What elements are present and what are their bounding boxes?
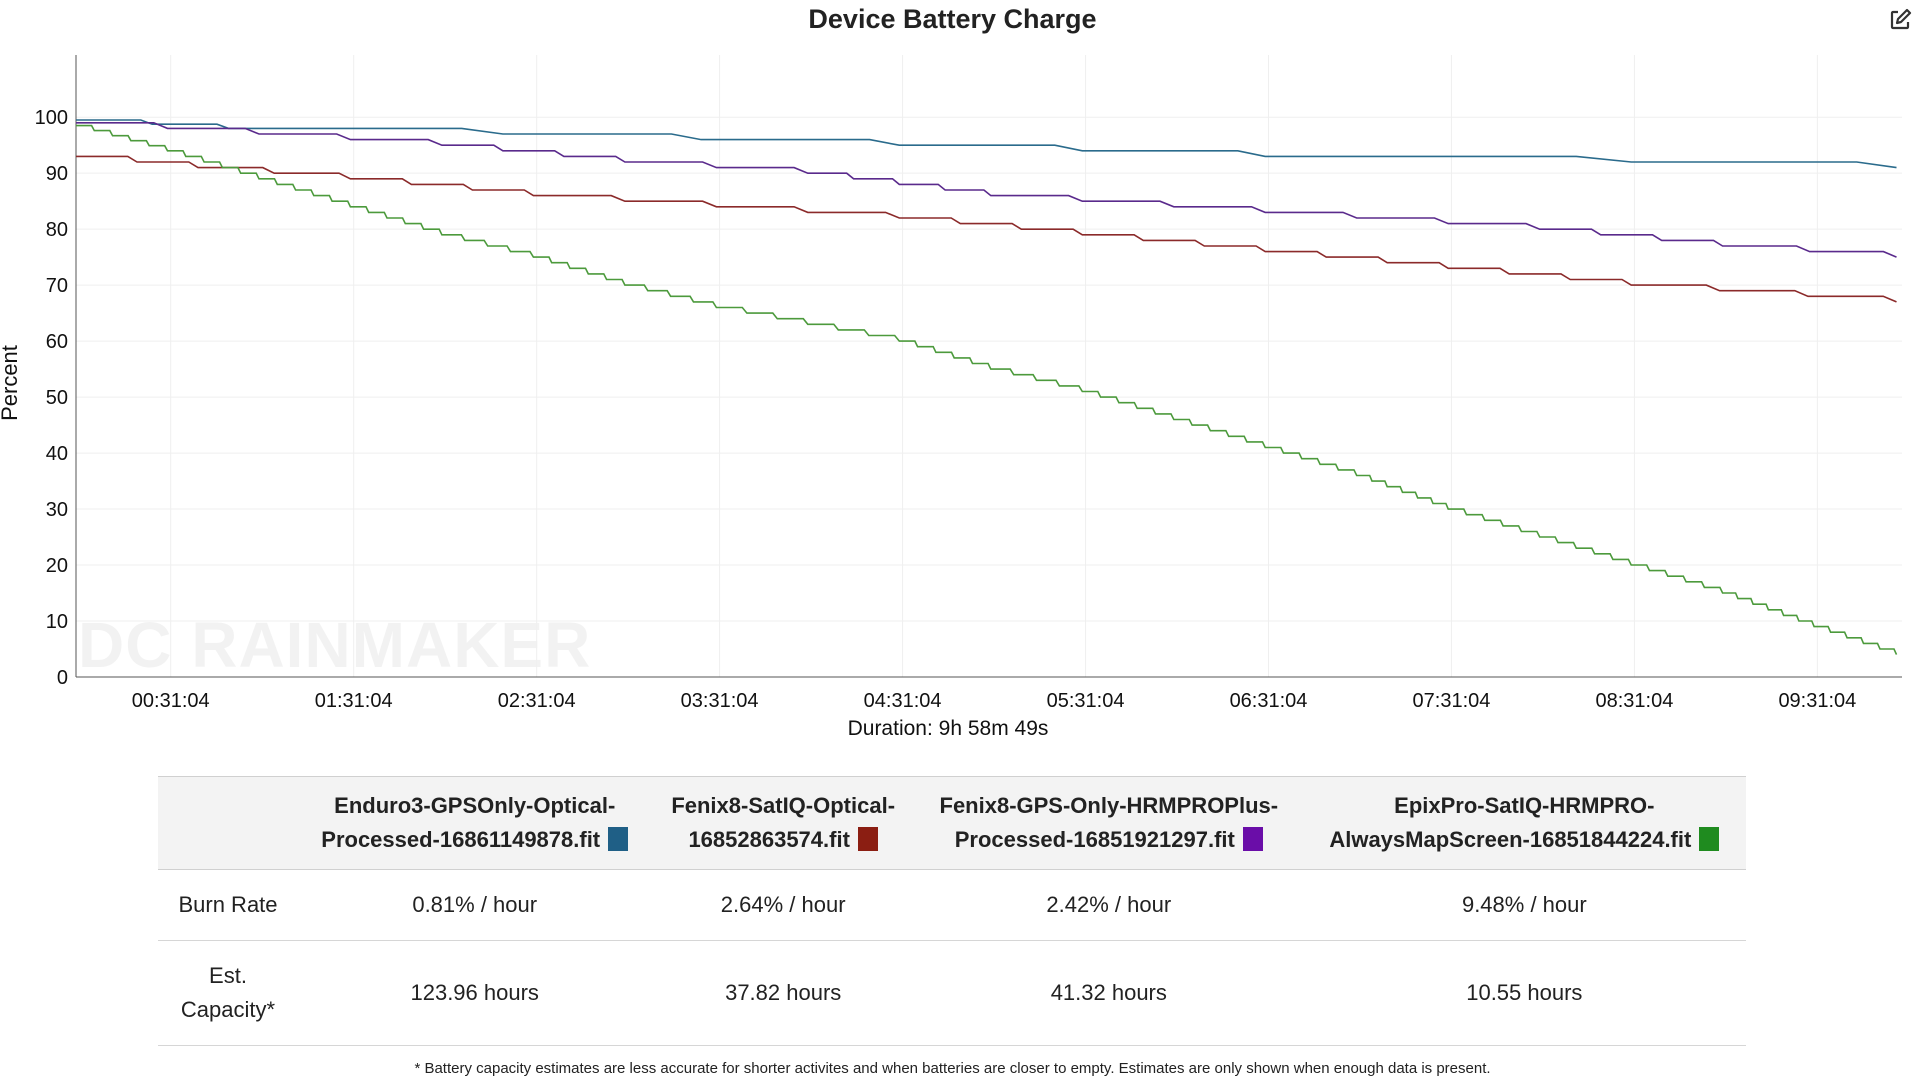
x-tick-label: 01:31:04 <box>315 690 393 712</box>
table-cell: 37.82 hours <box>651 940 915 1046</box>
series-lines <box>76 119 1898 655</box>
x-tick-label: 04:31:04 <box>864 690 942 712</box>
row-label-line: Capacity* <box>180 997 276 1022</box>
x-tick-label: 09:31:04 <box>1778 690 1856 712</box>
table-cell: 2.42% / hour <box>914 869 1303 941</box>
series-line-0 <box>76 119 1897 169</box>
chart-axes <box>75 55 1902 678</box>
y-tick-label: 100 <box>35 107 68 129</box>
y-tick-label: 10 <box>46 611 68 633</box>
table-cell: 9.48% / hour <box>1302 869 1746 941</box>
x-tick-label: 06:31:04 <box>1230 690 1308 712</box>
header-line: Enduro3-GPSOnly-Optical- <box>334 793 616 818</box>
legend-swatch <box>1242 827 1263 851</box>
y-tick-labels: 0 10 20 30 40 50 60 70 80 90 100 <box>35 107 68 689</box>
export-edit-icon[interactable] <box>1888 8 1912 32</box>
table-row-est-capacity: Est. Capacity* 123.96 hours 37.82 hours … <box>158 940 1746 1046</box>
y-tick-label: 30 <box>46 499 68 521</box>
row-label-burn-rate: Burn Rate <box>158 869 298 941</box>
y-tick-label: 80 <box>46 219 68 241</box>
y-tick-label: 20 <box>46 555 68 577</box>
x-tick-label: 03:31:04 <box>681 690 759 712</box>
y-tick-label: 0 <box>57 667 68 689</box>
table-cell: 0.81% / hour <box>298 869 652 941</box>
y-tick-label: 90 <box>46 163 68 185</box>
x-tick-label: 00:31:04 <box>132 690 210 712</box>
header-line: Processed-16861149878.fit <box>321 827 601 852</box>
series-line-2 <box>76 122 1897 258</box>
chart-grid <box>76 55 1902 677</box>
x-tick-label: 05:31:04 <box>1047 690 1125 712</box>
table-row-burn-rate: Burn Rate 0.81% / hour 2.64% / hour 2.42… <box>158 869 1746 941</box>
legend-swatch <box>857 827 878 851</box>
header-line: EpixPro-SatIQ-HRMPRO- <box>1394 793 1655 818</box>
y-tick-label: 40 <box>46 443 68 465</box>
y-tick-label: 50 <box>46 387 68 409</box>
x-axis-label: Duration: 9h 58m 49s <box>847 717 1049 740</box>
row-label-line: Est. <box>209 963 247 988</box>
chart-title: Device Battery Charge <box>808 4 1097 34</box>
legend-swatch <box>1699 827 1720 851</box>
table-corner-cell <box>158 776 298 870</box>
header-fenix8-gps-only: Fenix8-GPS-Only-HRMPROPlus- Processed-16… <box>914 776 1303 870</box>
table-cell: 41.32 hours <box>914 940 1303 1046</box>
y-tick-label: 70 <box>46 275 68 297</box>
table-cell: 10.55 hours <box>1302 940 1746 1046</box>
y-axis-label: Percent <box>0 345 22 421</box>
footnote: * Battery capacity estimates are less ac… <box>414 1060 1491 1077</box>
header-line: Processed-16851921297.fit <box>954 827 1235 852</box>
series-line-3 <box>76 124 1898 655</box>
header-epixpro: EpixPro-SatIQ-HRMPRO- AlwaysMapScreen-16… <box>1302 776 1746 870</box>
header-enduro3: Enduro3-GPSOnly-Optical- Processed-16861… <box>298 776 652 870</box>
x-tick-label: 02:31:04 <box>498 690 576 712</box>
legend-swatch <box>608 827 629 851</box>
header-line: Fenix8-SatIQ-Optical- <box>671 793 896 818</box>
x-tick-label: 08:31:04 <box>1595 690 1673 712</box>
x-tick-labels: 00:31:04 01:31:04 02:31:04 03:31:04 04:31:04… <box>132 690 1857 712</box>
table-cell: 123.96 hours <box>298 940 652 1046</box>
y-tick-label: 60 <box>46 331 68 353</box>
header-line: Fenix8-GPS-Only-HRMPROPlus- <box>939 793 1279 818</box>
header-line: AlwaysMapScreen-16851844224.fit <box>1329 827 1692 852</box>
table-cell: 2.64% / hour <box>651 869 915 941</box>
series-line-1 <box>76 155 1897 303</box>
table-header-row: Enduro3-GPSOnly-Optical- Processed-16861… <box>158 776 1746 870</box>
x-tick-label: 07:31:04 <box>1413 690 1491 712</box>
header-fenix8-satiq: Fenix8-SatIQ-Optical- 16852863574.fit <box>651 776 915 870</box>
stats-table: Enduro3-GPSOnly-Optical- Processed-16861… <box>158 776 1746 1046</box>
row-label-est-capacity: Est. Capacity* <box>158 940 298 1046</box>
header-line: 16852863574.fit <box>688 827 850 852</box>
